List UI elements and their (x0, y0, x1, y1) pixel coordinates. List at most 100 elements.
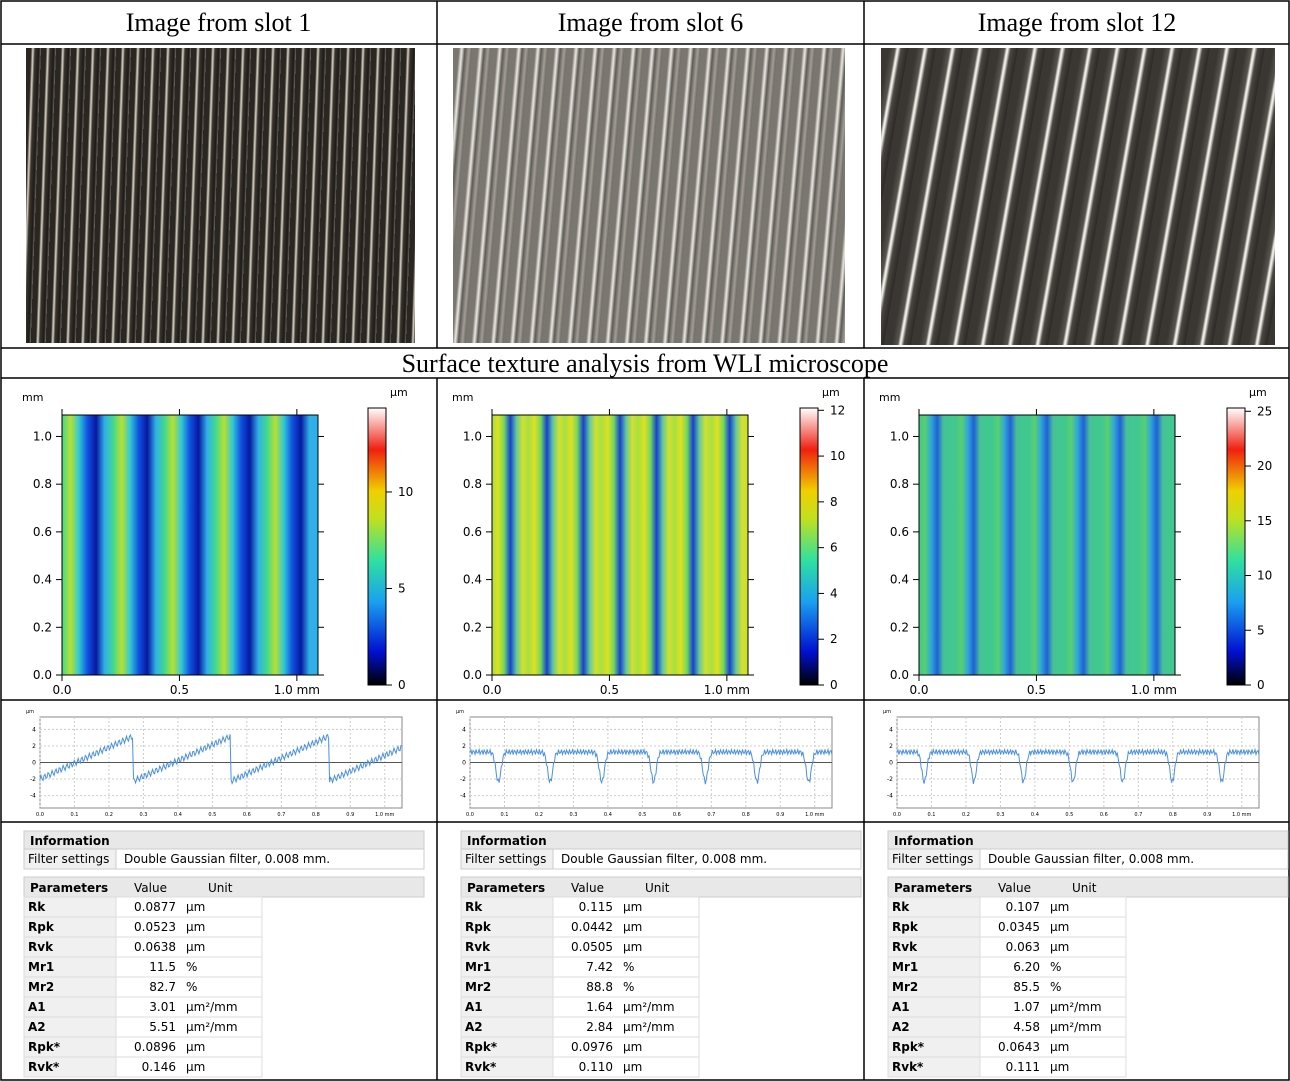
param-header-cell: Unit (645, 881, 670, 895)
axis-unit: mm (452, 391, 473, 404)
y-tick-label: 2 (462, 743, 466, 750)
param-value: 0.063 (1006, 940, 1040, 954)
param-unit: % (623, 980, 634, 994)
colorbar-tick-label: 6 (830, 541, 838, 555)
param-value: 0.0638 (134, 940, 176, 954)
y-tick-label: 0.0 (463, 668, 482, 682)
param-value: 5.51 (149, 1020, 176, 1034)
colorbar-unit: µm (390, 386, 408, 399)
param-header-cell: Unit (208, 881, 233, 895)
param-unit: µm²/mm (1050, 1000, 1102, 1014)
colorbar-unit: µm (822, 386, 840, 399)
param-name: Rpk* (465, 1040, 498, 1054)
y-tick-label: 2 (32, 743, 36, 750)
param-unit: µm (186, 920, 205, 934)
x-tick-label: 0.5 (638, 812, 646, 818)
param-unit: µm²/mm (186, 1000, 238, 1014)
x-tick-label: 0.9 (346, 812, 354, 818)
param-value: 0.111 (1006, 1060, 1040, 1074)
x-tick-label: 1.0 mm (704, 683, 750, 697)
x-tick-label: 0.9 (776, 812, 784, 818)
filter-label: Filter settings (465, 852, 546, 866)
axis-unit: mm (22, 391, 43, 404)
y-tick-label: 4 (32, 726, 36, 733)
param-value: 7.42 (586, 960, 613, 974)
colorbar-tick-label: 10 (1257, 569, 1272, 583)
y-tick-label: 0.4 (33, 573, 52, 587)
colorbar (800, 408, 818, 685)
y-tick-label: -2 (460, 776, 466, 783)
param-unit: µm²/mm (1050, 1020, 1102, 1034)
x-tick-label: 0.1 (927, 812, 935, 818)
param-unit: % (623, 960, 634, 974)
surface-map (62, 415, 318, 675)
param-value: 11.5 (149, 960, 176, 974)
param-unit: µm (1050, 940, 1069, 954)
param-name: Mr2 (465, 980, 491, 994)
param-name: Mr1 (465, 960, 491, 974)
info-title: Information (467, 834, 547, 848)
param-value: 0.0976 (571, 1040, 613, 1054)
y-tick-label: 0.6 (463, 525, 482, 539)
x-tick-label: 0.6 (673, 812, 681, 818)
param-value: 1.64 (586, 1000, 613, 1014)
param-header-cell: Parameters (894, 881, 972, 895)
param-unit: % (1050, 980, 1061, 994)
info-title: Information (30, 834, 110, 848)
y-tick-label: 0.6 (890, 525, 909, 539)
y-tick-label: 0.6 (33, 525, 52, 539)
y-tick-label: 0.0 (890, 668, 909, 682)
param-unit: µm (623, 1060, 642, 1074)
colorbar-tick-label: 2 (830, 632, 838, 646)
x-tick-label: 0.5 (208, 812, 216, 818)
y-tick-label: 1.0 (890, 429, 909, 443)
y-tick-label: 4 (462, 726, 466, 733)
x-tick-label: 0.2 (105, 812, 113, 818)
param-name: A1 (28, 1000, 46, 1014)
param-name: Rvk* (892, 1060, 924, 1074)
x-tick-label: 0.2 (962, 812, 970, 818)
y-tick-label: -4 (887, 793, 893, 800)
x-tick-label: 0.3 (569, 812, 577, 818)
x-tick-label: 1.0 mm (1131, 683, 1177, 697)
x-tick-label: 1.0 mm (274, 683, 320, 697)
x-tick-label: 0.3 (996, 812, 1004, 818)
column-header: Image from slot 1 (126, 8, 312, 37)
y-tick-label: 0.2 (463, 620, 482, 634)
param-value: 0.0523 (134, 920, 176, 934)
x-tick-label: 0.3 (139, 812, 147, 818)
axis-unit: µm (883, 709, 891, 715)
filter-value: Double Gaussian filter, 0.008 mm. (988, 852, 1194, 866)
param-value: 0.0442 (571, 920, 613, 934)
param-unit: µm (186, 900, 205, 914)
x-tick-label: 0.1 (500, 812, 508, 818)
x-tick-label: 0.4 (1031, 812, 1039, 818)
figure: Surface texture analysis from WLI micros… (0, 0, 1290, 1081)
param-unit: µm (623, 920, 642, 934)
y-tick-label: 1.0 (33, 429, 52, 443)
param-unit: µm²/mm (623, 1020, 675, 1034)
colorbar-tick-label: 4 (830, 586, 838, 600)
x-tick-label: 0.4 (174, 812, 182, 818)
x-tick-label: 0.7 (277, 812, 285, 818)
x-tick-label: 0.5 (170, 683, 189, 697)
param-name: Rpk* (28, 1040, 61, 1054)
param-unit: % (186, 980, 197, 994)
param-value: 0.115 (579, 900, 613, 914)
param-value: 0.107 (1006, 900, 1040, 914)
y-tick-label: 0 (889, 760, 893, 767)
param-value: 3.01 (149, 1000, 176, 1014)
column-header: Image from slot 6 (558, 8, 744, 37)
param-name: A2 (465, 1020, 483, 1034)
param-name: A1 (465, 1000, 483, 1014)
param-unit: % (1050, 960, 1061, 974)
x-tick-label: 0.0 (52, 683, 71, 697)
y-tick-label: 0.0 (33, 668, 52, 682)
param-unit: µm (186, 1040, 205, 1054)
param-header-cell: Unit (1072, 881, 1097, 895)
y-tick-label: -4 (30, 793, 36, 800)
filter-label: Filter settings (892, 852, 973, 866)
param-value: 1.07 (1013, 1000, 1040, 1014)
filter-value: Double Gaussian filter, 0.008 mm. (561, 852, 767, 866)
info-title: Information (894, 834, 974, 848)
